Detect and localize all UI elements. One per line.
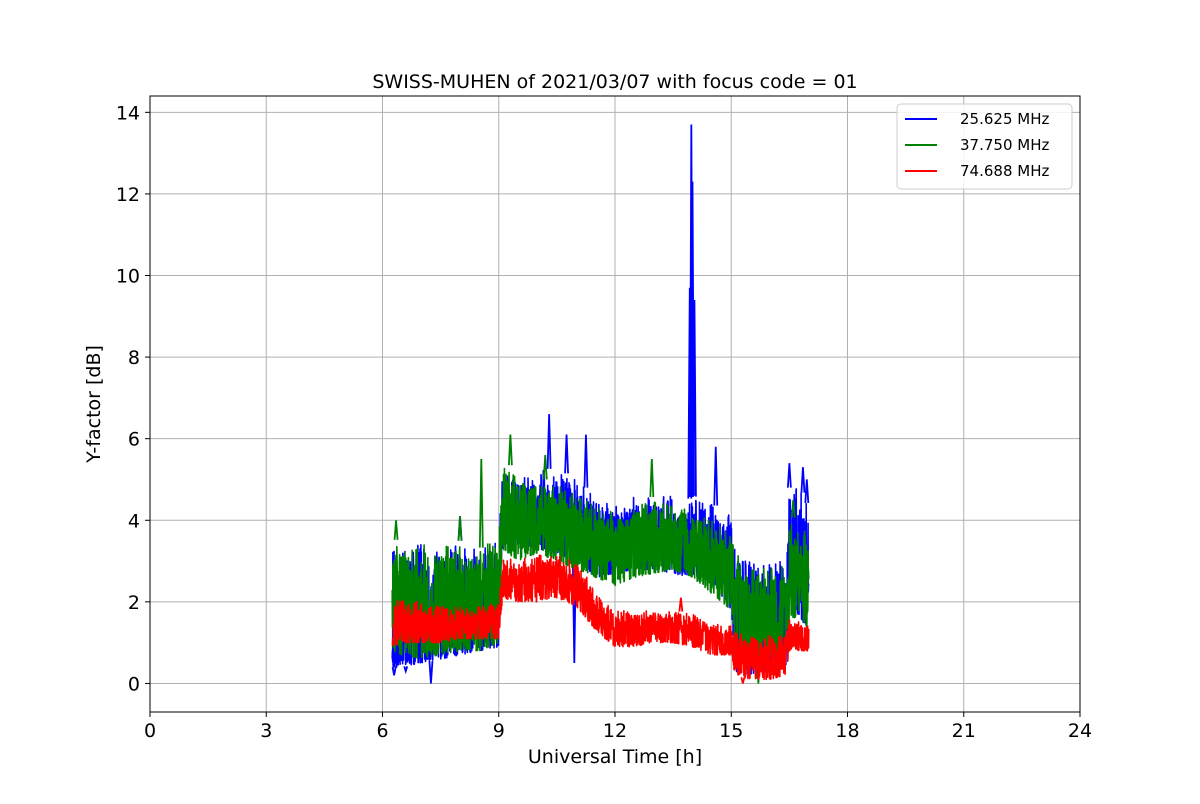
series-spike <box>403 666 409 675</box>
legend-label: 74.688 MHz <box>960 162 1049 180</box>
y-tick-label: 12 <box>116 184 140 206</box>
series-spike <box>583 434 589 488</box>
series-spike <box>800 467 806 493</box>
series-spike <box>678 597 684 612</box>
legend-box <box>896 103 1073 190</box>
series-spike <box>546 414 552 469</box>
series-spike <box>542 454 548 480</box>
series-spike <box>391 666 397 676</box>
series-spike <box>507 434 513 466</box>
y-tick-label: 10 <box>116 265 140 287</box>
y-tick-label: 8 <box>128 347 140 369</box>
series-spike <box>713 446 719 506</box>
series-spike <box>478 459 484 548</box>
x-tick-label: 9 <box>493 720 505 742</box>
y-axis-label: Y-factor [dB] <box>83 345 105 464</box>
y-tick-label: 6 <box>128 429 140 451</box>
legend-label: 37.750 MHz <box>960 136 1049 154</box>
x-tick-label: 18 <box>835 720 859 742</box>
chart-title: SWISS-MUHEN of 2021/03/07 with focus cod… <box>372 71 857 93</box>
series-spike <box>804 479 810 503</box>
series-line <box>391 554 810 681</box>
series-spike <box>457 516 463 541</box>
series-spike <box>790 499 796 518</box>
x-tick-label: 15 <box>719 720 743 742</box>
x-tick-label: 3 <box>260 720 272 742</box>
y-tick-label: 0 <box>128 673 140 695</box>
series-spike <box>564 434 569 474</box>
y-tick-label: 4 <box>128 510 140 532</box>
x-tick-label: 0 <box>144 720 156 742</box>
x-tick-label: 24 <box>1068 720 1092 742</box>
y-tick-label: 2 <box>128 592 140 614</box>
series-spike <box>740 677 746 684</box>
series-line <box>391 467 810 659</box>
series-spike <box>649 459 655 498</box>
series-spike <box>393 520 399 540</box>
series-layer <box>391 124 810 684</box>
y-tick-label: 14 <box>116 102 140 124</box>
series-spike <box>786 463 792 488</box>
x-tick-label: 12 <box>603 720 627 742</box>
series-spike <box>428 660 434 684</box>
series-3 <box>391 554 810 684</box>
x-axis-label: Universal Time [h] <box>528 746 702 768</box>
x-tick-label: 21 <box>952 720 976 742</box>
legend-label: 25.625 MHz <box>960 110 1049 128</box>
x-tick-label: 6 <box>376 720 388 742</box>
series-spike <box>692 299 697 497</box>
legend: 25.625 MHz 37.750 MHz 74.688 MHz <box>896 103 1073 190</box>
